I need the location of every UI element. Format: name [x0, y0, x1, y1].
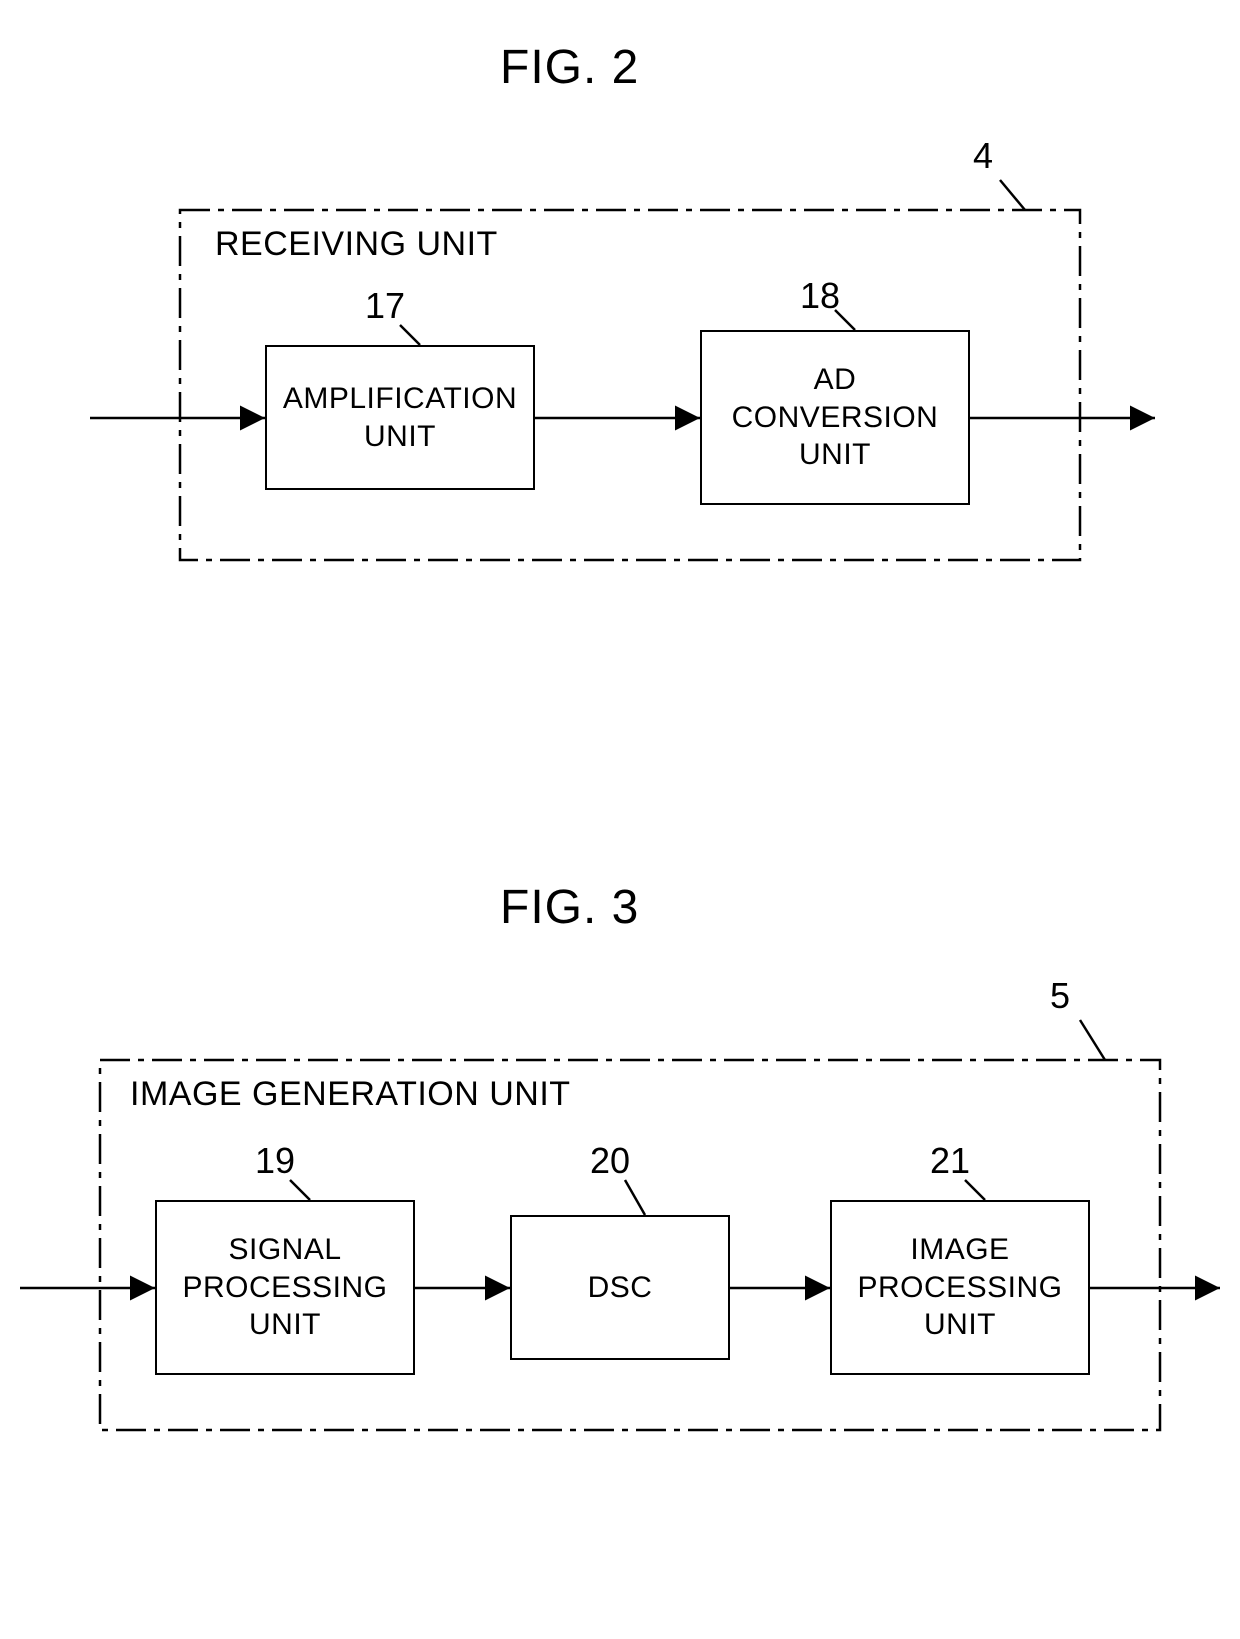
- block-signal-processing-unit: SIGNALPROCESSINGUNIT: [155, 1200, 415, 1375]
- block-amplification-unit: AMPLIFICATIONUNIT: [265, 345, 535, 490]
- block-image-processing-unit: IMAGEPROCESSINGUNIT: [830, 1200, 1090, 1375]
- fig3-container-ref: 5: [1050, 975, 1070, 1017]
- block-label: AMPLIFICATIONUNIT: [283, 380, 517, 455]
- block-ad-conversion-unit: ADCONVERSIONUNIT: [700, 330, 970, 505]
- block-label: DSC: [588, 1269, 653, 1307]
- block-dsc: DSC: [510, 1215, 730, 1360]
- block-label: IMAGEPROCESSINGUNIT: [857, 1231, 1062, 1344]
- fig2-title: FIG. 2: [500, 40, 639, 95]
- block-label: SIGNALPROCESSINGUNIT: [182, 1231, 387, 1344]
- ref-18: 18: [800, 275, 840, 317]
- fig3-container-label: IMAGE GENERATION UNIT: [130, 1075, 571, 1114]
- fig2-container-label: RECEIVING UNIT: [215, 225, 498, 264]
- ref-17: 17: [365, 285, 405, 327]
- ref-21: 21: [930, 1140, 970, 1182]
- fig2-container-ref: 4: [973, 135, 993, 177]
- fig2-dash-container: [0, 0, 1240, 1639]
- arrows-overlay: [0, 0, 1240, 1639]
- fig3-title: FIG. 3: [500, 880, 639, 935]
- ref-20: 20: [590, 1140, 630, 1182]
- ref-19: 19: [255, 1140, 295, 1182]
- fig3-dash-container: [0, 0, 1240, 1639]
- block-label: ADCONVERSIONUNIT: [732, 361, 939, 474]
